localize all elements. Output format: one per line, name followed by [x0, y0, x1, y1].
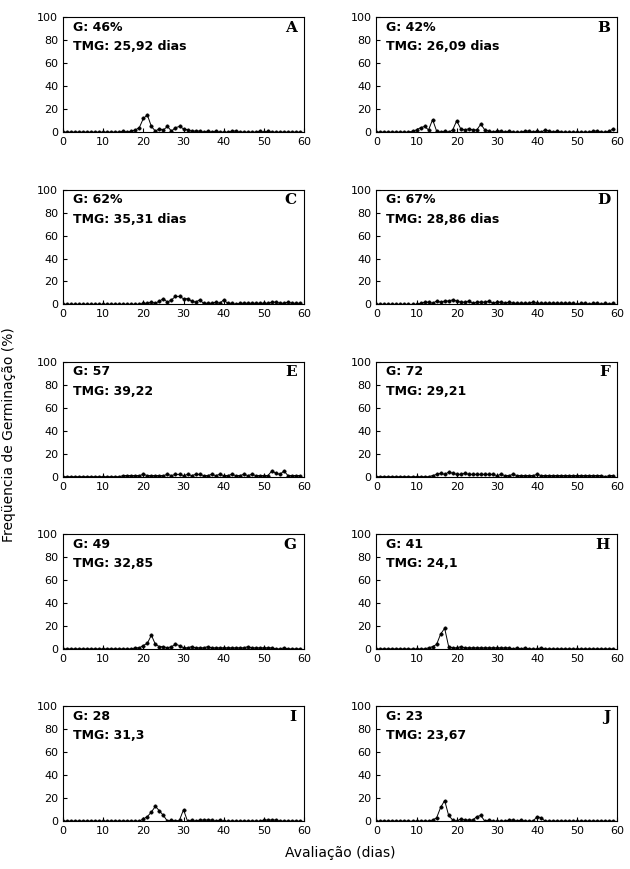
- Text: D: D: [597, 193, 610, 207]
- Text: TMG: 23,67: TMG: 23,67: [386, 729, 466, 742]
- Text: H: H: [596, 538, 610, 552]
- Text: J: J: [603, 710, 610, 724]
- Text: B: B: [597, 21, 610, 35]
- Text: G: 42%: G: 42%: [386, 21, 435, 34]
- Text: TMG: 39,22: TMG: 39,22: [72, 385, 152, 398]
- Text: G: 57: G: 57: [72, 365, 110, 378]
- Text: TMG: 28,86 dias: TMG: 28,86 dias: [386, 213, 499, 226]
- Text: G: G: [284, 538, 297, 552]
- Text: G: 41: G: 41: [386, 538, 423, 551]
- Text: G: 67%: G: 67%: [386, 193, 435, 206]
- Text: G: 23: G: 23: [386, 710, 423, 723]
- Text: TMG: 26,09 dias: TMG: 26,09 dias: [386, 40, 500, 53]
- Text: C: C: [285, 193, 297, 207]
- Text: TMG: 35,31 dias: TMG: 35,31 dias: [72, 213, 186, 226]
- Text: Avaliação (dias): Avaliação (dias): [285, 846, 396, 860]
- Text: TMG: 25,92 dias: TMG: 25,92 dias: [72, 40, 186, 53]
- Text: I: I: [290, 710, 297, 724]
- Text: F: F: [599, 365, 610, 380]
- Text: TMG: 32,85: TMG: 32,85: [72, 557, 152, 570]
- Text: TMG: 29,21: TMG: 29,21: [386, 385, 466, 398]
- Text: G: 72: G: 72: [386, 365, 423, 378]
- Text: G: 62%: G: 62%: [72, 193, 122, 206]
- Text: Freqüencia de Germinação (%): Freqüencia de Germinação (%): [3, 327, 16, 542]
- Text: TMG: 24,1: TMG: 24,1: [386, 557, 457, 570]
- Text: A: A: [285, 21, 297, 35]
- Text: G: 46%: G: 46%: [72, 21, 122, 34]
- Text: E: E: [285, 365, 297, 380]
- Text: TMG: 31,3: TMG: 31,3: [72, 729, 144, 742]
- Text: G: 49: G: 49: [72, 538, 110, 551]
- Text: G: 28: G: 28: [72, 710, 110, 723]
